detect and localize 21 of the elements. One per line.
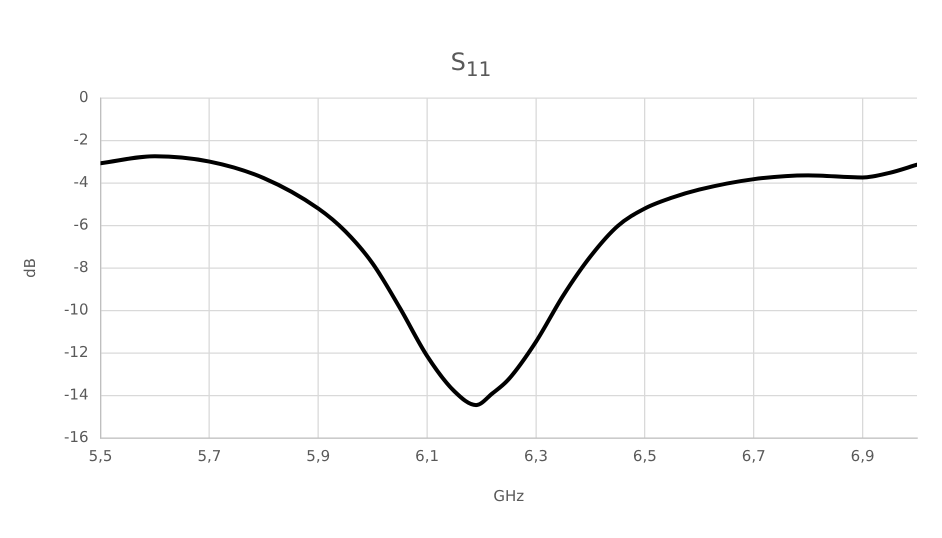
y-tick-label: -2 [74,130,88,148]
chart-title: S$_{11}$ [450,48,492,81]
y-tick-label: 0 [78,88,88,106]
x-tick-label: 5,5 [88,446,112,465]
y-tick-label: -10 [64,300,88,318]
x-tick-label: 5,9 [306,446,330,465]
y-tick-label: -8 [74,258,88,276]
x-tick-label: 6,5 [632,446,657,465]
x-tick-label: 5,7 [197,446,222,465]
x-tick-label: 6,9 [850,446,874,465]
x-tick-label: 6,1 [415,446,440,465]
y-axis-title: dB [20,258,39,278]
y-tick-label: -16 [64,428,88,446]
x-tick-label: 6,3 [524,446,548,465]
x-tick-label: 6,7 [742,446,766,465]
y-tick-label: -12 [64,342,88,361]
x-axis-title: GHz [493,486,524,505]
line-series [100,154,917,408]
y-tick-label: -4 [74,172,88,191]
y-tick-label: -14 [64,385,88,404]
y-tick-label: -6 [74,215,88,234]
